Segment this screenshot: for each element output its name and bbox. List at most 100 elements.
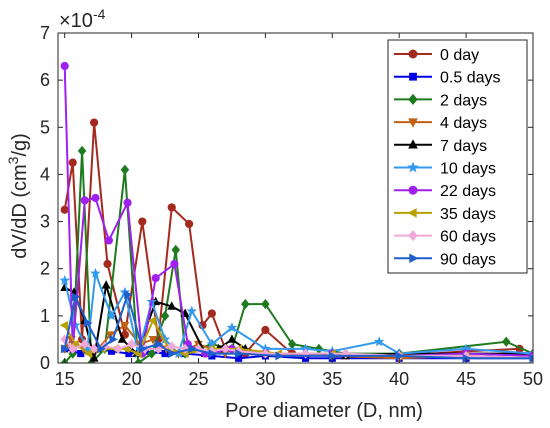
data-point [90,267,101,278]
data-point [227,334,237,343]
legend-item: 10 days [394,161,496,178]
data-point [147,316,157,325]
x-tick-label: 45 [456,369,476,389]
data-point [168,349,177,358]
y-tick-label: 1 [40,306,50,326]
data-point [208,349,217,358]
data-point [138,217,147,226]
data-point [80,339,90,350]
legend-label: 0 day [440,47,479,64]
legend-item: 4 days [394,115,487,132]
y-tick-label: 0 [40,353,50,373]
legend-marker [408,118,418,128]
data-point [84,318,93,328]
data-point [109,335,118,344]
legend-label: 10 days [440,161,496,178]
data-point [59,274,70,285]
x-axis-ticks: 15 20 25 30 35 40 45 50 [55,33,543,389]
legend-marker [408,139,418,149]
data-point [127,339,136,350]
data-point [103,259,112,269]
x-tick-label: 35 [322,369,342,389]
data-point [154,339,164,349]
data-point [275,351,284,361]
data-point [501,336,511,347]
data-point [120,321,130,331]
legend-item: 22 days [394,183,496,200]
legend-item: 0 day [394,47,479,64]
legend-marker [408,49,418,59]
data-point [60,205,69,214]
data-point [261,325,270,335]
data-point [97,344,106,354]
legend-marker [407,208,417,218]
data-point [167,301,177,310]
data-point [89,343,99,354]
plot-content [59,61,533,363]
y-axis-ticks: 0 1 2 3 4 5 6 7 [40,23,533,373]
x-tick-label: 50 [523,369,543,389]
data-point [134,357,143,363]
data-point [207,309,216,318]
data-point [89,353,99,362]
data-point [373,336,385,347]
data-point [113,343,123,354]
data-point [59,320,69,330]
y-axis-multiplier: ×10-4 [59,6,106,32]
x-axis-label: Pore diameter (D, nm) [225,400,423,422]
legend-item: 7 days [394,138,487,155]
legend-label: 22 days [440,183,496,200]
data-point [105,331,115,340]
data-point [235,349,244,358]
legend-marker [408,93,418,105]
axes-box [57,32,534,364]
legend: 0 day 0.5 days 2 days 4 days 7 days 10 days 22… [387,39,528,274]
data-point [170,259,179,269]
legend-item: 0.5 days [394,70,500,87]
data-point [185,219,194,229]
data-point [206,338,218,349]
legend-item: 35 days [394,206,496,223]
data-point [462,353,472,363]
data-point [147,348,156,359]
data-point [61,344,70,354]
data-point [90,118,99,127]
data-point [80,196,89,205]
legend-label: 60 days [440,229,496,246]
data-point [72,292,81,302]
data-point [261,298,270,310]
y-tick-label: 6 [40,70,50,90]
legend-item: 90 days [394,251,496,268]
data-point [120,164,130,175]
data-point [188,344,197,354]
data-point [241,298,250,310]
data-point [106,310,117,321]
x-tick-label: 30 [255,369,275,389]
y-axis-label: dV/dD (cm3/g) [5,133,31,259]
data-point [167,341,176,352]
legend-label: 35 days [440,206,496,223]
y-tick-label: 2 [40,259,50,279]
legend-label: 2 days [440,92,487,109]
data-point [68,343,77,354]
x-tick-label: 25 [188,369,208,389]
y-tick-label: 5 [40,117,50,137]
legend-label: 0.5 days [440,70,500,87]
data-point [160,310,170,321]
legend-label: 7 days [440,138,487,155]
legend-item: 2 days [394,92,487,109]
data-point [77,145,87,156]
data-point [124,290,133,300]
data-point [171,244,180,255]
legend-label: 4 days [440,115,487,132]
data-point [91,193,100,203]
data-point [529,353,533,363]
data-point [83,349,93,358]
legend-marker [408,185,418,195]
data-point [70,339,79,349]
x-tick-label: 40 [389,369,409,389]
y-tick-label: 7 [40,23,50,43]
data-point [167,203,176,212]
x-tick-label: 20 [122,369,142,389]
